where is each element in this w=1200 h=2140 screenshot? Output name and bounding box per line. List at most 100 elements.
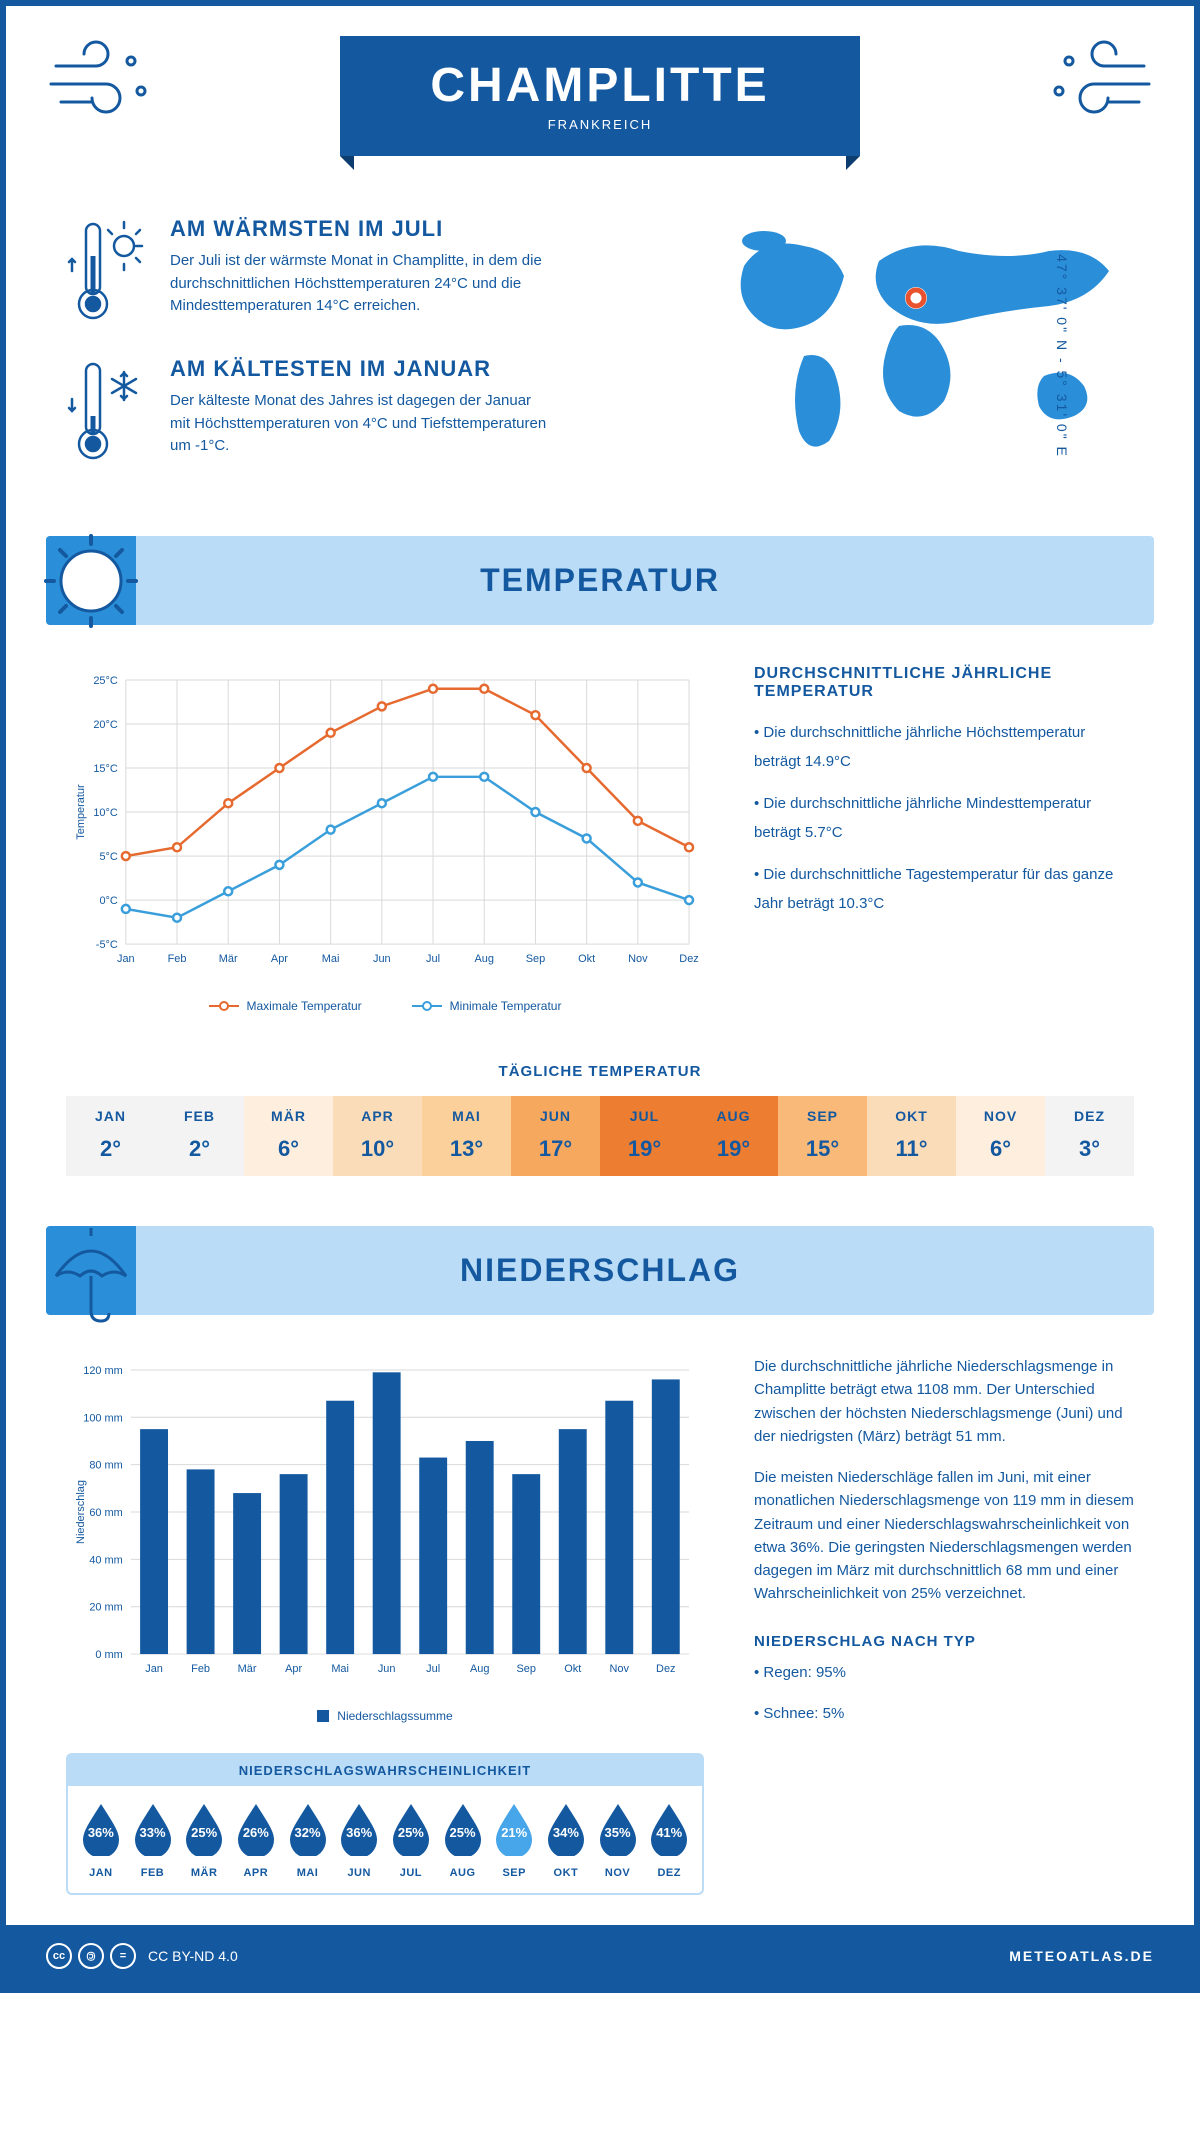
daily-value: 19° xyxy=(600,1136,689,1162)
svg-text:100 mm: 100 mm xyxy=(83,1412,123,1424)
drop-icon: 21% xyxy=(489,1800,539,1861)
prob-month: DEZ xyxy=(644,1867,694,1879)
daily-month: MÄR xyxy=(244,1108,333,1124)
svg-text:0°C: 0°C xyxy=(99,895,117,907)
temp-info: DURCHSCHNITTLICHE JÄHRLICHE TEMPERATUR •… xyxy=(754,665,1134,1013)
svg-text:5°C: 5°C xyxy=(99,851,117,863)
svg-text:120 mm: 120 mm xyxy=(83,1365,123,1377)
page: CHAMPLITTE FRANKREICH xyxy=(0,0,1200,1993)
svg-text:Jun: Jun xyxy=(378,1663,396,1675)
precip-para: Die durchschnittliche jährliche Niedersc… xyxy=(754,1355,1134,1448)
svg-text:Jul: Jul xyxy=(426,1663,440,1675)
drop-icon: 25% xyxy=(386,1800,436,1861)
daily-value: 19° xyxy=(689,1136,778,1162)
world-map xyxy=(714,216,1134,456)
wind-icon xyxy=(46,36,156,126)
svg-text:0 mm: 0 mm xyxy=(95,1649,122,1661)
precip-text: Die durchschnittliche jährliche Niedersc… xyxy=(754,1355,1134,1895)
svg-text:Feb: Feb xyxy=(168,953,187,965)
prob-cell: 25% AUG xyxy=(438,1800,488,1879)
temp-bullet: • Die durchschnittliche jährliche Höchst… xyxy=(754,719,1134,776)
daily-month: SEP xyxy=(778,1108,867,1124)
warm-title: AM WÄRMSTEN IM JULI xyxy=(170,216,550,242)
precip-para: Die meisten Niederschläge fallen im Juni… xyxy=(754,1466,1134,1606)
footer-site: METEOATLAS.DE xyxy=(1009,1948,1154,1964)
svg-text:60 mm: 60 mm xyxy=(89,1507,122,1519)
footer: cc 🄯 = CC BY-ND 4.0 METEOATLAS.DE xyxy=(6,1925,1194,1987)
daily-month: FEB xyxy=(155,1108,244,1124)
temp-info-title: DURCHSCHNITTLICHE JÄHRLICHE TEMPERATUR xyxy=(754,665,1134,701)
footer-license: cc 🄯 = CC BY-ND 4.0 xyxy=(46,1943,238,1969)
daily-value: 15° xyxy=(778,1136,867,1162)
daily-month: JUN xyxy=(511,1108,600,1124)
prob-cell: 35% NOV xyxy=(593,1800,643,1879)
daily-temp-cell: AUG19° xyxy=(689,1096,778,1176)
temperature-chart: -5°C0°C5°C10°C15°C20°C25°CJanFebMärAprMa… xyxy=(66,665,704,1013)
prob-month: AUG xyxy=(438,1867,488,1879)
cold-text: Der kälteste Monat des Jahres ist dagege… xyxy=(170,390,550,458)
prob-cell: 32% MAI xyxy=(283,1800,333,1879)
daily-value: 3° xyxy=(1045,1136,1134,1162)
drop-icon: 34% xyxy=(541,1800,591,1861)
prob-month: FEB xyxy=(128,1867,178,1879)
daily-temp-cell: MÄR6° xyxy=(244,1096,333,1176)
precip-left: 0 mm20 mm40 mm60 mm80 mm100 mm120 mmJanF… xyxy=(66,1355,704,1895)
country-name: FRANKREICH xyxy=(430,117,769,132)
temp-legend: .legend-item:nth-child(1) .legend-line::… xyxy=(66,999,704,1013)
daily-month: OKT xyxy=(867,1108,956,1124)
temp-content: -5°C0°C5°C10°C15°C20°C25°CJanFebMärAprMa… xyxy=(6,625,1194,1043)
daily-temp-cell: JUL19° xyxy=(600,1096,689,1176)
prob-month: NOV xyxy=(593,1867,643,1879)
temp-section-title: TEMPERATUR xyxy=(86,562,1114,599)
warm-text: Der Juli ist der wärmste Monat in Champl… xyxy=(170,250,550,318)
drop-icon: 36% xyxy=(76,1800,126,1861)
svg-text:Mär: Mär xyxy=(219,953,238,965)
svg-text:Dez: Dez xyxy=(656,1663,675,1675)
svg-text:20°C: 20°C xyxy=(93,719,118,731)
drop-icon: 41% xyxy=(644,1800,694,1861)
daily-temp-cell: OKT11° xyxy=(867,1096,956,1176)
svg-text:Jan: Jan xyxy=(117,953,135,965)
svg-text:40 mm: 40 mm xyxy=(89,1554,122,1566)
prob-cell: 36% JUN xyxy=(334,1800,384,1879)
prob-value: 26% xyxy=(243,1825,269,1840)
temp-bullet: • Die durchschnittliche jährliche Mindes… xyxy=(754,790,1134,847)
daily-temp-cell: JUN17° xyxy=(511,1096,600,1176)
legend-min: .legend-item:nth-child(2) .legend-line::… xyxy=(412,999,562,1013)
prob-month: JUN xyxy=(334,1867,384,1879)
prob-cell: 21% SEP xyxy=(489,1800,539,1879)
cold-fact: AM KÄLTESTEN IM JANUAR Der kälteste Mona… xyxy=(66,356,674,466)
legend-max: .legend-item:nth-child(1) .legend-line::… xyxy=(209,999,362,1013)
legend-sum: Niederschlagssumme xyxy=(317,1709,452,1723)
drop-icon: 32% xyxy=(283,1800,333,1861)
svg-text:80 mm: 80 mm xyxy=(89,1460,122,1472)
precip-legend: Niederschlagssumme xyxy=(66,1709,704,1723)
daily-temp-cell: DEZ3° xyxy=(1045,1096,1134,1176)
prob-cell: 41% DEZ xyxy=(644,1800,694,1879)
svg-text:20 mm: 20 mm xyxy=(89,1602,122,1614)
temp-bullet: • Die durchschnittliche Tagestemperatur … xyxy=(754,861,1134,918)
coordinates: 47° 37' 0" N - 5° 31' 0" E xyxy=(1054,254,1070,458)
cc-icons: cc 🄯 = xyxy=(46,1943,136,1969)
fact-content: AM WÄRMSTEN IM JULI Der Juli ist der wär… xyxy=(170,216,550,326)
drop-icon: 25% xyxy=(179,1800,229,1861)
prob-month: APR xyxy=(231,1867,281,1879)
drop-icon: 25% xyxy=(438,1800,488,1861)
prob-cell: 34% OKT xyxy=(541,1800,591,1879)
svg-text:Nov: Nov xyxy=(628,953,648,965)
prob-value: 33% xyxy=(139,1825,165,1840)
precip-banner: NIEDERSCHLAG xyxy=(46,1226,1154,1315)
wind-icon xyxy=(1044,36,1154,126)
svg-text:Mai: Mai xyxy=(322,953,340,965)
svg-text:Aug: Aug xyxy=(474,953,494,965)
precip-probability-box: NIEDERSCHLAGSWAHRSCHEINLICHKEIT 36% JAN … xyxy=(66,1753,704,1895)
svg-text:Mai: Mai xyxy=(331,1663,349,1675)
location-marker-icon xyxy=(905,287,927,309)
precip-section-title: NIEDERSCHLAG xyxy=(86,1252,1114,1289)
prob-cell: 33% FEB xyxy=(128,1800,178,1879)
by-icon: 🄯 xyxy=(78,1943,104,1969)
prob-title: NIEDERSCHLAGSWAHRSCHEINLICHKEIT xyxy=(68,1755,702,1786)
map-column: 47° 37' 0" N - 5° 31' 0" E xyxy=(714,216,1134,496)
svg-text:Dez: Dez xyxy=(679,953,698,965)
license-text: CC BY-ND 4.0 xyxy=(148,1948,238,1964)
